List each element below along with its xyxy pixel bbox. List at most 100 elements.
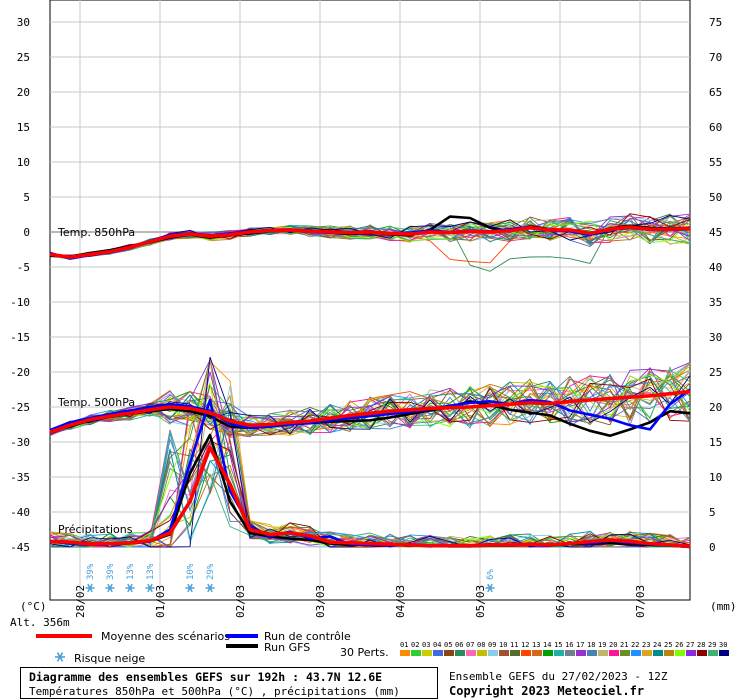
snow-risk-label: 39% — [86, 563, 96, 580]
legend-mean-label: Moyenne des scénarios — [101, 630, 230, 643]
member-code: 06 — [455, 641, 463, 649]
member-code: 24 — [653, 641, 661, 649]
member-code: 30 — [719, 641, 727, 649]
member-swatch — [532, 650, 542, 656]
right-tick-label: 0 — [709, 541, 716, 554]
member-swatch — [686, 650, 696, 656]
member-line-precip — [49, 446, 691, 548]
left-tick-label: -20 — [10, 366, 30, 379]
left-tick-label: -35 — [10, 471, 30, 484]
member-line-precip — [49, 409, 691, 548]
chart-grid — [49, 0, 691, 601]
member-swatch — [411, 650, 421, 656]
copyright: Copyright 2023 Meteociel.fr — [449, 684, 645, 698]
right-tick-label: 55 — [709, 156, 722, 169]
member-swatch — [708, 650, 718, 656]
legend-perts-label: 30 Perts. — [340, 646, 389, 659]
member-code: 20 — [609, 641, 617, 649]
member-line-precip — [49, 440, 691, 548]
member-line-t850 — [49, 219, 691, 260]
legend: Moyenne des scénarios Run de contrôle Ru… — [36, 630, 729, 665]
right-tick-label: 10 — [709, 471, 722, 484]
left-tick-label: -5 — [17, 261, 30, 274]
member-swatch — [576, 650, 586, 656]
member-code: 02 — [411, 641, 419, 649]
member-line-precip — [49, 441, 691, 548]
series-line-precip — [49, 433, 691, 549]
series-line-t500 — [49, 389, 691, 434]
member-code: 19 — [598, 641, 606, 649]
right-tick-label: 75 — [709, 16, 722, 29]
member-swatch — [455, 650, 465, 656]
right-tick-label: 15 — [709, 436, 722, 449]
left-tick-label: 20 — [17, 86, 30, 99]
left-tick-label: 30 — [17, 16, 30, 29]
date-labels: 28/02 01/03 02/03 03/03 04/03 05/03 06/03 07/03 — [74, 585, 647, 618]
left-tick-label: -25 — [10, 401, 30, 414]
snowflake-icon — [185, 583, 195, 593]
snow-risk-label: 29% — [206, 563, 216, 580]
date-label: 06/03 — [554, 585, 567, 618]
plot-frame — [49, 0, 691, 601]
right-tick-label: 35 — [709, 296, 722, 309]
right-tick-label: 40 — [709, 261, 722, 274]
right-tick-label: 45 — [709, 226, 722, 239]
date-label: 02/03 — [234, 585, 247, 618]
member-swatch — [444, 650, 454, 656]
left-tick-label: 10 — [17, 156, 30, 169]
run-info: Ensemble GEFS du 27/02/2023 - 12Z — [449, 670, 668, 683]
member-line-precip — [49, 356, 691, 548]
member-line-precip — [49, 433, 691, 548]
left-unit-label: (°C) — [20, 600, 47, 613]
member-code: 08 — [477, 641, 485, 649]
member-swatch — [587, 650, 597, 656]
right-tick-label: 60 — [709, 121, 722, 134]
left-tick-label: -10 — [10, 296, 30, 309]
annotation-t500: Temp. 500hPa — [57, 396, 135, 409]
snowflake-icon — [55, 652, 65, 662]
member-code: 15 — [554, 641, 562, 649]
member-code: 03 — [422, 641, 430, 649]
member-swatch — [510, 650, 520, 656]
left-tick-label: -30 — [10, 436, 30, 449]
title-box: Diagramme des ensembles GEFS sur 192h : … — [20, 667, 438, 699]
right-tick-label: 70 — [709, 51, 722, 64]
member-swatch — [642, 650, 652, 656]
series-line-t850 — [49, 225, 691, 260]
member-line-precip — [49, 430, 690, 548]
altitude-label: Alt. 356m — [10, 616, 70, 629]
date-label: 07/03 — [634, 585, 647, 618]
main-series — [49, 215, 691, 549]
member-code: 28 — [697, 641, 705, 649]
legend-snow-label: Risque neige — [74, 652, 145, 665]
member-line-precip — [49, 442, 691, 548]
member-swatch — [499, 650, 509, 656]
series-line-t500 — [49, 388, 691, 432]
left-tick-label: 15 — [17, 121, 30, 134]
snow-risk-label: 39% — [106, 563, 116, 580]
member-line-precip — [49, 440, 691, 548]
right-tick-label: 65 — [709, 86, 722, 99]
right-tick-label: 25 — [709, 366, 722, 379]
left-tick-label: -45 — [10, 541, 30, 554]
legend-control-label: Run de contrôle — [264, 630, 351, 643]
annotation-precip: Précipitations — [58, 523, 133, 536]
member-swatch — [400, 650, 410, 656]
snowflake-icon — [85, 583, 95, 593]
member-line-t500 — [49, 362, 691, 437]
member-code: 17 — [576, 641, 584, 649]
member-swatch — [675, 650, 685, 656]
snowflake-icon — [485, 583, 495, 593]
left-tick-label: 25 — [17, 51, 30, 64]
member-code: 29 — [708, 641, 716, 649]
snow-risk-label: 10% — [186, 563, 196, 580]
date-label: 05/03 — [474, 585, 487, 618]
member-swatch — [609, 650, 619, 656]
member-swatch — [598, 650, 608, 656]
member-line-precip — [49, 360, 691, 548]
member-swatch — [543, 650, 553, 656]
snow-risk-label: 13% — [126, 563, 136, 580]
member-code: 10 — [499, 641, 507, 649]
